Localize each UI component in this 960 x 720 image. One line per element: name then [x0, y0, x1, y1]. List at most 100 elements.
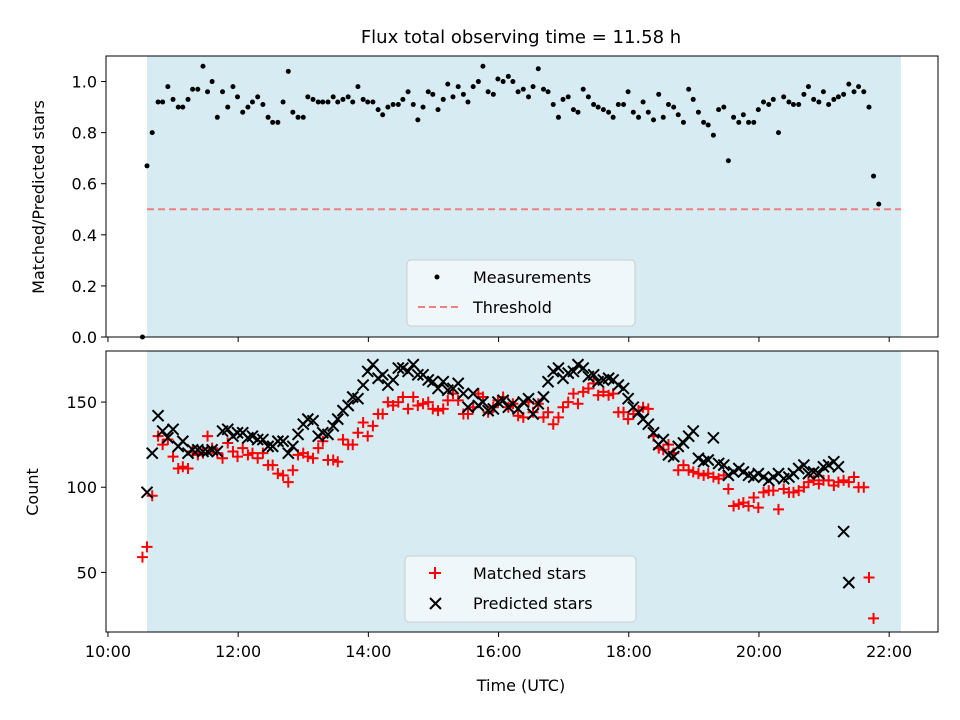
- bottom-legend: Matched stars Predicted stars: [404, 555, 637, 623]
- matched-star-point: [332, 456, 344, 468]
- predicted-star-point: [146, 446, 159, 460]
- matched-star-point: [838, 474, 850, 486]
- predicted-star-point: [351, 392, 365, 405]
- measurement-point: [230, 84, 236, 90]
- x-tick-label: 12:00: [215, 642, 261, 661]
- measurement-point: [275, 119, 281, 125]
- matched-star-point: [567, 388, 579, 400]
- measurement-point: [505, 73, 511, 79]
- measurement-point: [455, 84, 461, 90]
- predicted-star-point: [282, 446, 295, 460]
- legend-predicted-marker: [429, 597, 442, 610]
- bottom-y-axis-label: Count: [23, 468, 42, 516]
- measurement-point: [290, 109, 296, 115]
- predicted-star-point: [457, 387, 470, 400]
- predicted-star-point: [496, 394, 510, 407]
- predicted-star-point: [331, 412, 344, 426]
- measurement-point: [325, 99, 331, 105]
- x-tick-label: 18:00: [606, 642, 652, 661]
- matched-star-point: [848, 471, 860, 483]
- measurement-point: [746, 119, 752, 125]
- measurement-point: [570, 107, 576, 113]
- measurement-point: [575, 109, 581, 115]
- measurement-point: [330, 94, 336, 100]
- measurement-point: [515, 89, 521, 95]
- predicted-star-point: [837, 525, 850, 538]
- measurement-point: [385, 104, 391, 110]
- legend-measurements-marker: [434, 274, 440, 280]
- predicted-star-point: [221, 423, 234, 436]
- measurement-point: [776, 130, 782, 136]
- measurement-point: [805, 84, 811, 90]
- predicted-star-point: [386, 373, 400, 387]
- measurement-point: [340, 96, 346, 102]
- measurement-point: [195, 86, 201, 92]
- measurement-point: [465, 99, 471, 105]
- top-y-tick-label: 0.4: [72, 226, 97, 245]
- measurement-point: [335, 99, 341, 105]
- measurement-point: [190, 86, 196, 92]
- predicted-star-point: [356, 378, 370, 392]
- top-y-ticks: 0.0 0.2 0.4 0.6 0.8 1.0: [72, 73, 106, 347]
- predicted-star-point: [707, 431, 720, 445]
- predicted-star-point: [156, 424, 169, 438]
- matched-star-point: [367, 420, 379, 432]
- measurement-point: [225, 104, 231, 110]
- matched-star-point: [728, 500, 740, 512]
- legend-matched-marker: [429, 567, 441, 579]
- predicted-star-point: [677, 436, 690, 450]
- predicted-star-point: [522, 392, 535, 405]
- predicted-star-point: [306, 414, 320, 428]
- matched-star-point: [302, 451, 314, 463]
- measurement-point: [400, 96, 406, 102]
- measurements-points: [139, 63, 882, 340]
- top-y-tick-label: 0.2: [72, 277, 97, 296]
- measurement-point: [625, 89, 631, 95]
- matched-star-point: [442, 394, 454, 406]
- measurement-point: [770, 96, 776, 102]
- measurement-point: [410, 102, 416, 108]
- measurement-point: [300, 114, 306, 120]
- measurement-point: [630, 109, 636, 115]
- measurement-point: [440, 96, 446, 102]
- measurement-point: [811, 96, 817, 102]
- measurement-point: [766, 102, 772, 108]
- matched-star-point: [462, 408, 474, 420]
- measurement-point: [460, 91, 466, 97]
- predicted-star-point: [431, 382, 445, 395]
- predicted-star-point: [526, 407, 540, 421]
- measurement-point: [736, 119, 742, 125]
- measurement-point: [671, 104, 677, 110]
- measurement-point: [755, 107, 761, 113]
- predicted-star-point: [151, 409, 165, 422]
- matched-star-point: [452, 394, 464, 406]
- measurement-point: [285, 68, 291, 74]
- measurement-point: [565, 94, 571, 100]
- top-y-tick-label: 0.8: [72, 124, 97, 143]
- predicted-star-point: [587, 368, 600, 382]
- matched-star-point: [618, 406, 630, 418]
- measurement-point: [200, 63, 206, 69]
- predicted-star-point: [211, 445, 224, 458]
- predicted-star-point: [701, 453, 715, 467]
- matched-star-point: [246, 447, 258, 459]
- measurement-point: [816, 99, 822, 105]
- measurement-point: [731, 114, 737, 120]
- predicted-star-point: [186, 443, 199, 456]
- predicted-star-point: [451, 377, 465, 390]
- matched-star-point: [267, 459, 279, 471]
- measurement-point: [871, 173, 877, 179]
- measurement-point: [510, 79, 516, 85]
- predicted-star-point: [326, 419, 340, 433]
- measurement-point: [345, 94, 351, 100]
- matched-star-point: [357, 417, 369, 429]
- measurement-point: [695, 109, 701, 115]
- matched-star-point: [582, 382, 594, 394]
- measurement-point: [781, 94, 787, 100]
- measurement-point: [240, 109, 246, 115]
- top-x-ticks: [107, 337, 890, 342]
- matched-star-point: [167, 451, 179, 463]
- matched-star-point: [222, 437, 234, 449]
- measurement-point: [690, 96, 696, 102]
- matched-star-point: [211, 447, 223, 459]
